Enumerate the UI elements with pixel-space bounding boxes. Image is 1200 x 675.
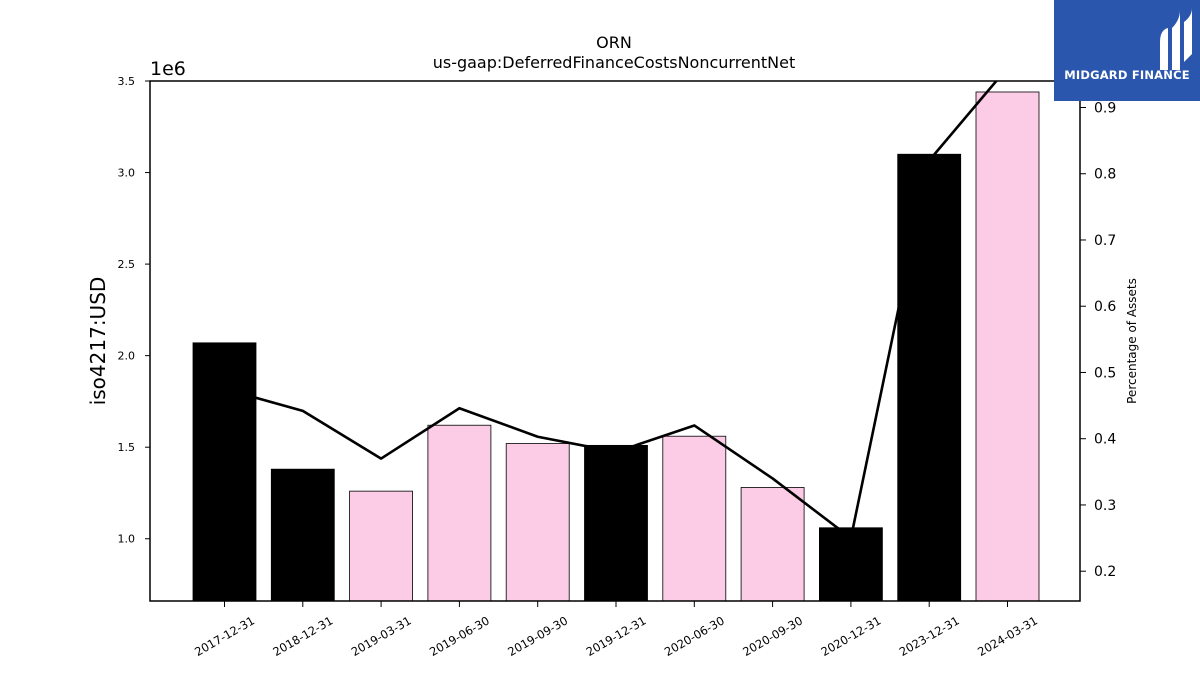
x-tick-label: 2020-12-31 [819,613,884,659]
x-tick-label: 2019-03-31 [349,613,414,659]
y2-tick-label: 0.9 [1094,100,1116,116]
x-tick-label: 2020-06-30 [662,613,727,659]
logo-text: MIDGARD FINANCE [1064,68,1190,82]
y2-tick-label: 0.8 [1094,167,1116,183]
bar [505,443,570,601]
x-tick-label: 2024-03-31 [975,613,1040,659]
y2-tick-label: 0.2 [1094,564,1116,580]
chart-title: ORN [596,33,632,52]
y-tick-label: 2.5 [118,258,136,271]
plot-area [192,81,1040,601]
logo-mark-icon [1160,8,1192,70]
x-tick-label: 2019-09-30 [505,613,570,659]
x-tick-label: 2019-12-31 [584,613,649,659]
x-tick-label: 2019-06-30 [427,613,492,659]
y2-tick-label: 0.4 [1094,432,1116,448]
y-tick-label: 1.0 [118,533,136,546]
y-offset-label: 1e6 [150,58,186,80]
y-tick-label: 3.0 [118,167,136,180]
midgard-finance-logo: MIDGARD FINANCE [1054,0,1200,101]
y-tick-label: 2.0 [118,350,136,363]
y2-tick-label: 0.7 [1094,233,1116,249]
y-tick-label: 3.5 [118,75,136,88]
series-line [224,81,999,540]
x-tick-label: 2023-12-31 [897,613,962,659]
y-axis-label: iso4217:USD [86,277,110,406]
x-tick-label: 2017-12-31 [192,613,257,659]
x-tick-label: 2018-12-31 [270,613,335,659]
bar [662,435,727,601]
bar [584,444,648,601]
bar [897,153,962,601]
bar [349,490,414,601]
chart-subtitle: us-gaap:DeferredFinanceCostsNoncurrentNe… [433,53,796,72]
bar [192,342,257,601]
bar [819,527,883,601]
bar [740,487,805,601]
plot-frame [149,80,1081,602]
bar [427,424,492,601]
y-tick-label: 1.5 [118,441,136,454]
bar [270,468,335,601]
y2-tick-label: 0.5 [1094,365,1116,381]
bar [975,91,1040,601]
y2-axis-label: Percentage of Assets [1125,278,1139,404]
y2-tick-label: 0.3 [1094,498,1116,514]
y2-tick-label: 0.6 [1094,299,1116,315]
x-tick-label: 2020-09-30 [740,613,805,659]
